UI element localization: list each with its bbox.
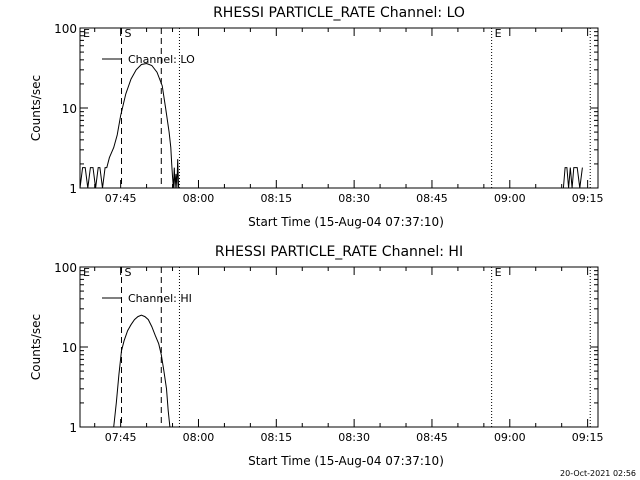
x-tick-label: 07:45 [105,192,137,205]
x-tick-label: 08:45 [416,431,448,444]
event-marker-label: E [83,27,90,40]
event-marker-label: E [495,266,502,279]
x-tick-label: 08:30 [338,431,370,444]
x-tick-label: 09:00 [494,192,526,205]
x-tick-label: 08:15 [260,192,292,205]
plot-frame [79,266,599,428]
y-tick-label: 100 [54,22,77,36]
x-tick-label: 08:00 [183,192,215,205]
event-marker-label: S [125,266,132,279]
plot-frame [79,27,599,189]
series-group [113,314,171,428]
y-tick-label: 10 [62,102,77,116]
y-tick-label: 10 [62,341,77,355]
series-line [562,167,583,189]
y-axis-label: Counts/sec [29,75,43,141]
y-axis-label: Counts/sec [29,314,43,380]
axis-ticks: 07:45 08:00 08:15 08:30 08:45 09:00 09:15 1 10 10… [54,261,603,444]
x-tick-label: 09:00 [494,431,526,444]
event-marker-label: S [125,27,132,40]
series-line [79,62,180,189]
x-tick-label: 07:45 [105,431,137,444]
y-tick-label: 1 [69,421,77,435]
series-line [113,314,171,428]
x-axis-label: Start Time (15-Aug-04 07:37:10) [248,454,444,468]
y-tick-label: 100 [54,261,77,275]
x-tick-label: 08:45 [416,192,448,205]
event-marker-label: E [83,266,90,279]
legend-entry: Channel: HI [128,292,192,305]
chart-title: RHESSI PARTICLE_RATE Channel: HI [215,244,463,260]
x-tick-label: 08:30 [338,192,370,205]
panel-lo: RHESSI PARTICLE_RATE Channel: LO Counts/… [29,5,603,229]
axis-ticks: 07:45 08:00 08:15 08:30 08:45 09:00 09:15 1 10 10… [54,22,603,205]
x-tick-label: 09:15 [572,431,604,444]
footer-date: 20-Oct-2021 02:56 [560,469,636,478]
event-marker-label: E [495,27,502,40]
x-axis-label: Start Time (15-Aug-04 07:37:10) [248,215,444,229]
series-group [79,62,583,189]
x-tick-label: 08:15 [260,431,292,444]
panel-hi: RHESSI PARTICLE_RATE Channel: HI Counts/… [29,244,603,468]
chart-title: RHESSI PARTICLE_RATE Channel: LO [213,5,465,21]
y-tick-label: 1 [69,182,77,196]
x-tick-label: 08:00 [183,431,215,444]
x-tick-label: 09:15 [572,192,604,205]
